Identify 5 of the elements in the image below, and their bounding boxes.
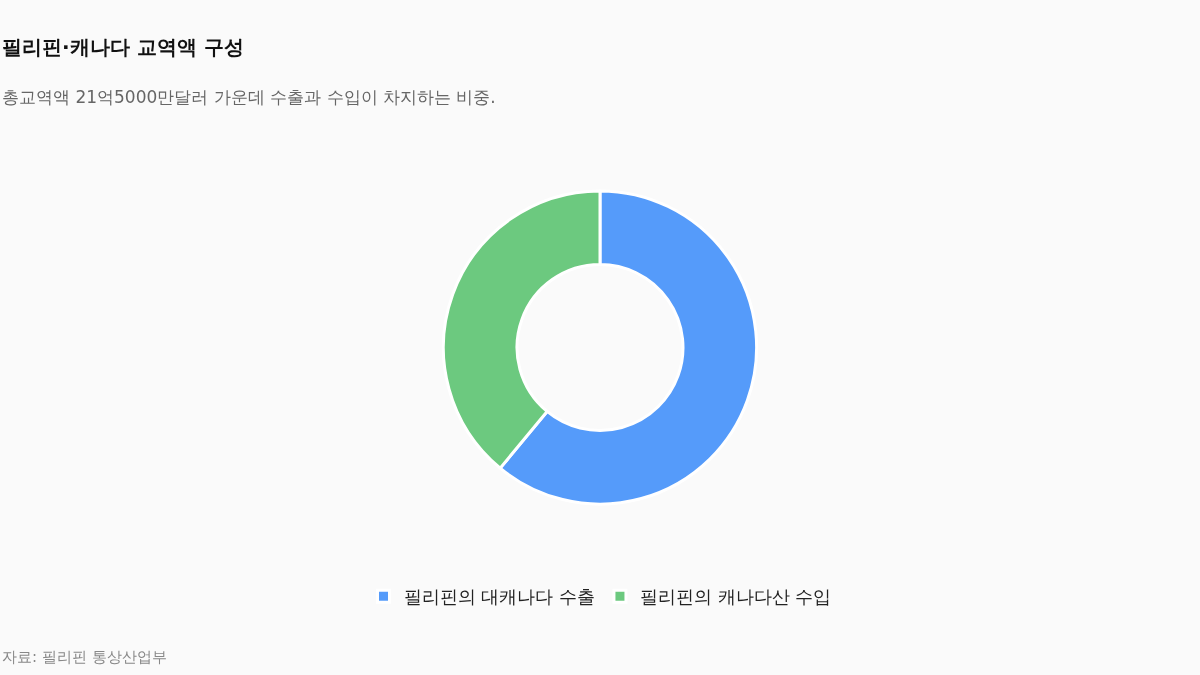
text: 자료: 필리핀 통상산업부 bbox=[2, 648, 167, 666]
legend-label: 필리핀의 대캐나다 수출 bbox=[403, 586, 595, 608]
chart-subtitle: 총교역액 21억5000만달러 가운데 수출과 수입이 차지하는 비중. bbox=[2, 87, 496, 107]
legend-label: 필리핀의 캐나다산 수입 bbox=[639, 586, 832, 608]
text: 필리핀·캐나다 교역액 구성 bbox=[2, 35, 244, 59]
